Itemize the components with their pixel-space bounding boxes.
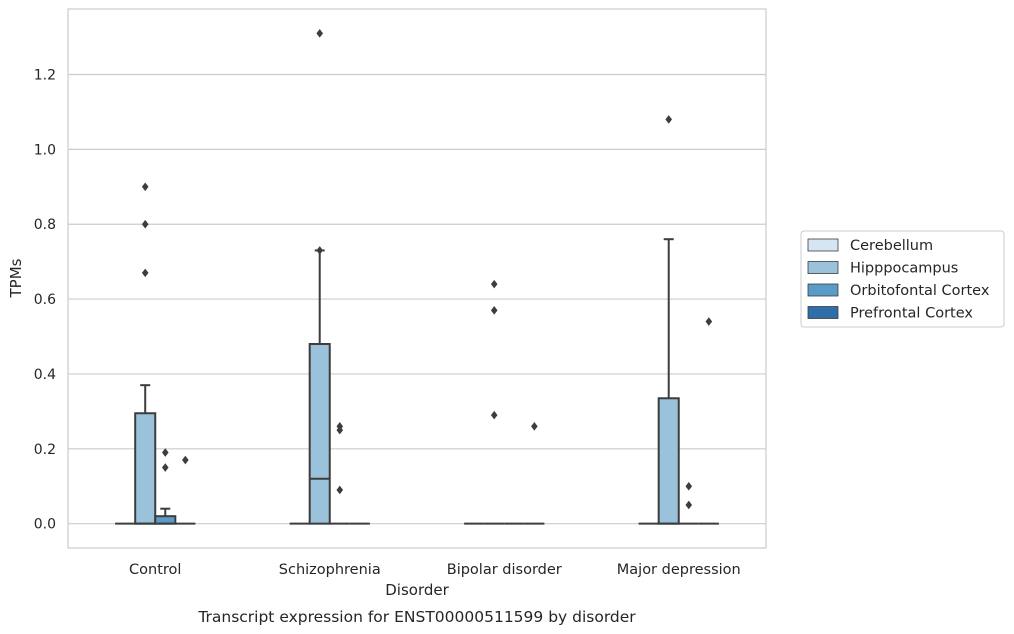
- box-group: [464, 279, 545, 525]
- legend-frame: [800, 230, 1005, 328]
- outlier-point: [316, 246, 324, 255]
- box-plot: [524, 422, 545, 525]
- box-plot: [657, 115, 680, 525]
- x-tick-labels: Control Schizophrenia Bipolar disorder Majo…: [129, 562, 741, 578]
- outlier-point: [705, 317, 713, 326]
- legend-swatch: [807, 261, 839, 274]
- outlier-point: [490, 410, 498, 420]
- x-tick-label: Major depression: [617, 562, 741, 578]
- outlier-point: [141, 182, 149, 192]
- outlier-point: [141, 219, 149, 229]
- legend-swatch: [807, 283, 839, 297]
- box-plot: [698, 317, 719, 525]
- box-plot: [154, 448, 177, 525]
- y-tick-label: 0.8: [34, 217, 56, 233]
- box-plot: [484, 279, 505, 525]
- box-group: [115, 182, 196, 525]
- outlier-point: [490, 279, 498, 289]
- x-tick-label: Schizophrenia: [279, 562, 381, 578]
- box-plot: [175, 455, 196, 525]
- legend-swatch: [807, 306, 839, 319]
- outlier-point: [336, 485, 344, 495]
- box-group: [638, 115, 719, 525]
- outlier-point: [490, 306, 498, 315]
- y-tick-label: 0.2: [34, 442, 56, 458]
- outlier-point: [182, 455, 189, 465]
- outlier-point: [531, 422, 538, 431]
- plot-frame: [67, 8, 767, 549]
- legend: Cerebellum Hipppocampus Orbitofontal Corte…: [800, 230, 1005, 328]
- outlier-point: [685, 500, 693, 510]
- legend-item: Prefrontal Cortex: [807, 306, 973, 322]
- legend-label: Hipppocampus: [850, 261, 958, 277]
- box-iqr: [657, 397, 680, 525]
- x-tick-label: Control: [129, 562, 181, 578]
- box-iqr: [134, 412, 157, 525]
- y-axis-label: TPMs: [7, 258, 25, 298]
- chart-caption: Transcript expression for ENST0000051159…: [197, 608, 636, 626]
- box-iqr: [154, 515, 177, 525]
- y-tick-label: 1.2: [34, 68, 56, 84]
- y-tick-labels: 0.0 0.2 0.4 0.6 0.8 1.0 1.2: [34, 68, 56, 533]
- box-plot: [134, 182, 157, 525]
- legend-swatch: [807, 238, 839, 252]
- legend-item: Orbitofontal Cortex: [807, 283, 990, 299]
- legend-label: Prefrontal Cortex: [850, 306, 973, 322]
- y-tick-label: 0.4: [34, 367, 56, 383]
- legend-label: Orbitofontal Cortex: [850, 283, 990, 299]
- outlier-point: [685, 481, 693, 491]
- x-tick-label: Bipolar disorder: [447, 562, 562, 578]
- box-group: [289, 29, 370, 525]
- outlier-point: [161, 463, 169, 472]
- outlier-point: [336, 425, 344, 435]
- outlier-point: [161, 448, 169, 457]
- y-tick-label: 0.6: [34, 292, 56, 308]
- box-iqr: [308, 343, 331, 525]
- legend-item: Cerebellum: [807, 238, 933, 254]
- x-axis-label: Disorder: [385, 581, 449, 599]
- outlier-point: [316, 29, 324, 38]
- legend-item: Hipppocampus: [807, 261, 958, 277]
- box-plot: [678, 481, 699, 525]
- box-groups: [115, 29, 719, 525]
- box-plot: [308, 29, 331, 525]
- box-plot: [329, 422, 350, 525]
- outlier-point: [665, 115, 673, 124]
- y-tick-label: 1.0: [34, 142, 56, 158]
- y-tick-label: 0.0: [34, 517, 56, 533]
- grid-lines: [68, 73, 766, 525]
- legend-label: Cerebellum: [850, 238, 933, 254]
- outlier-point: [141, 268, 149, 278]
